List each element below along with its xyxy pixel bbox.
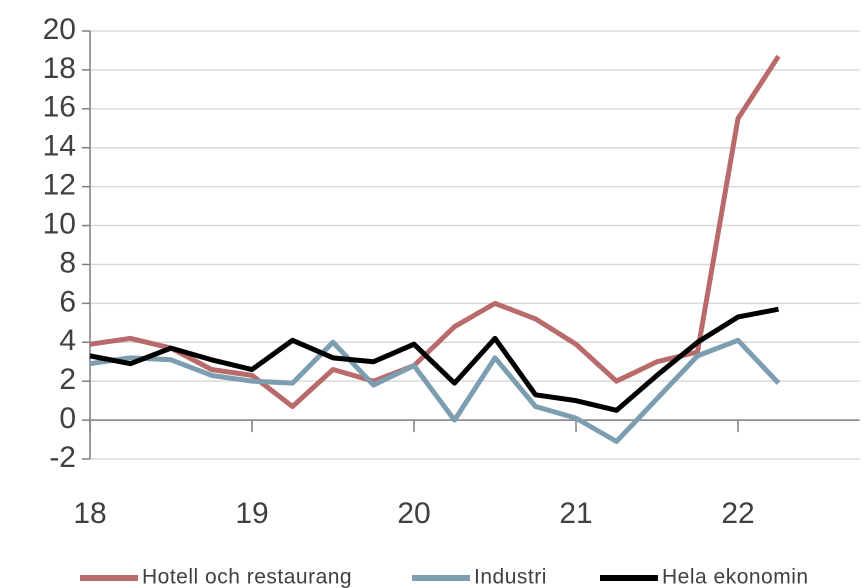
legend-label: Industri: [474, 566, 547, 588]
legend-label: Hotell och restaurang: [142, 566, 352, 588]
y-tick-label: 6: [59, 285, 76, 318]
y-tick-label: 18: [43, 52, 76, 85]
y-tick-label: 16: [43, 91, 76, 124]
legend-label: Hela ekonomin: [662, 566, 809, 588]
y-tick-label: 14: [43, 130, 76, 163]
x-tick-label: 19: [235, 497, 268, 530]
y-tick-label: 2: [59, 363, 76, 396]
x-tick-label: 18: [73, 497, 106, 530]
x-tick-label: 20: [397, 497, 430, 530]
x-tick-label: 22: [721, 497, 754, 530]
y-tick-label: 0: [59, 402, 76, 435]
series-line: [89, 54, 781, 409]
series-line: [89, 306, 779, 413]
y-tick-label: 12: [43, 169, 76, 202]
y-tick-label: 20: [43, 13, 76, 46]
y-tick-label: 10: [43, 207, 76, 240]
series-line: [89, 337, 781, 444]
y-tick-label: 4: [59, 324, 76, 357]
x-tick-label: 21: [559, 497, 592, 530]
y-tick-label: 8: [59, 246, 76, 279]
y-tick-label: -2: [49, 441, 76, 474]
